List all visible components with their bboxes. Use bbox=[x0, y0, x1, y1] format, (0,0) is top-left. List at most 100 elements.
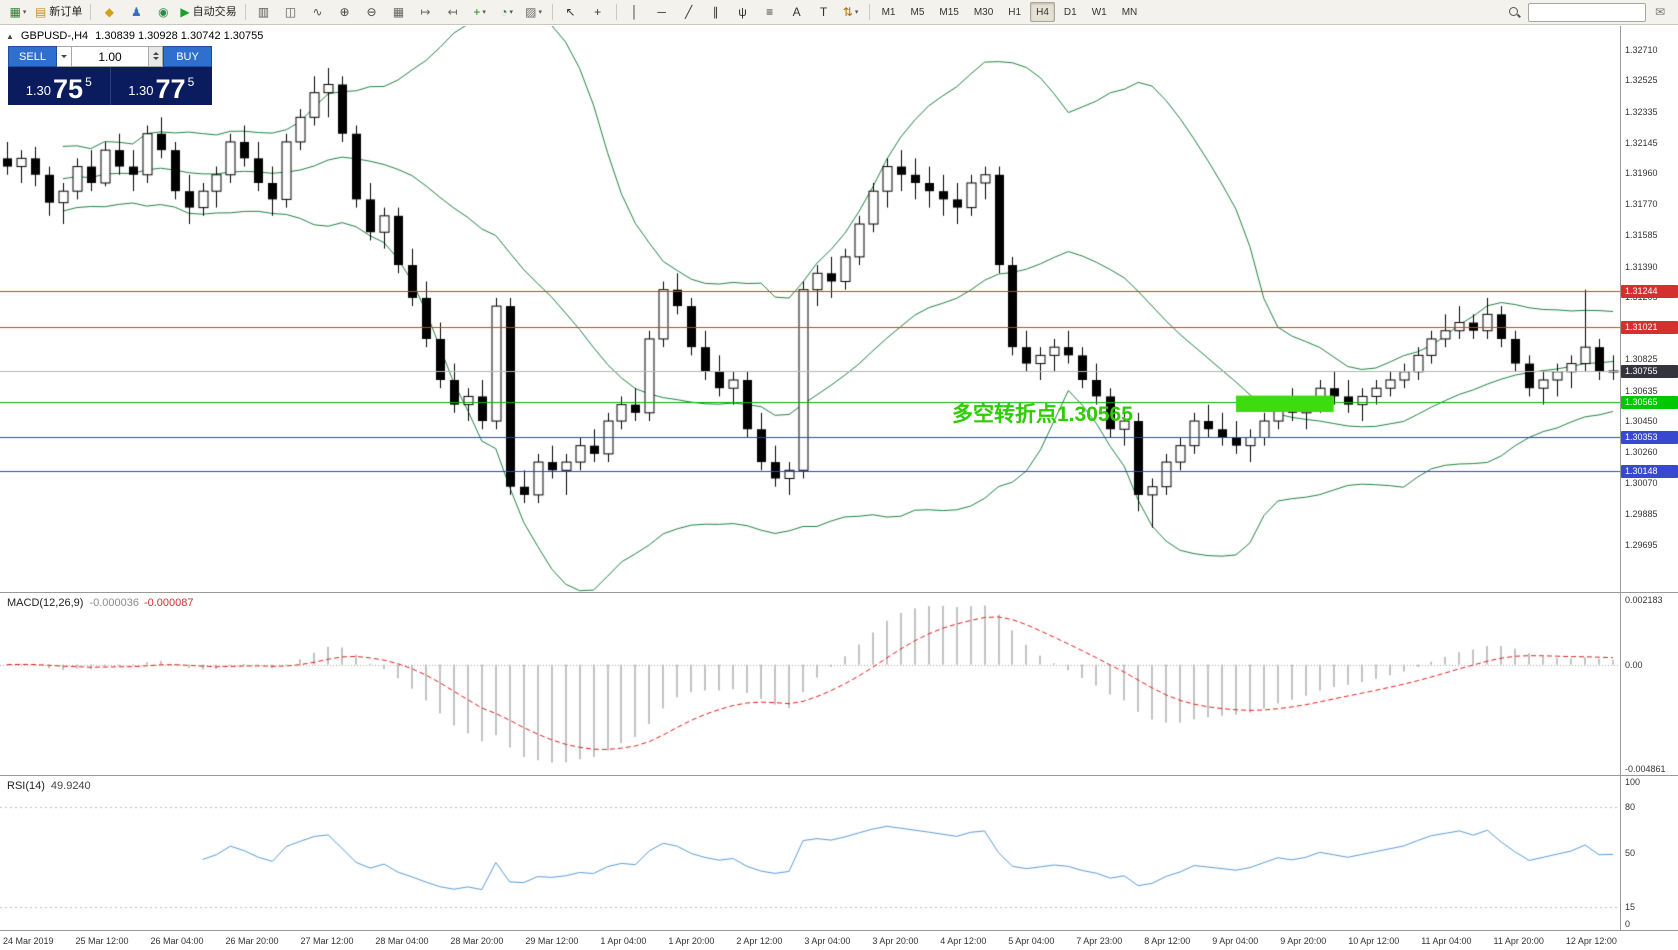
panel-separator[interactable] bbox=[0, 775, 1678, 776]
new-order-icon: ▤ bbox=[35, 5, 47, 19]
timeframe-d1[interactable]: D1 bbox=[1063, 6, 1077, 18]
chevron-down-icon: ▾ bbox=[854, 8, 859, 16]
timeframe-m5[interactable]: M5 bbox=[910, 6, 925, 18]
text-button[interactable]: A bbox=[784, 2, 810, 22]
panel-separator[interactable] bbox=[0, 592, 1678, 593]
text-label-icon: T bbox=[819, 5, 828, 19]
price-axis[interactable]: 1.32710 1.32525 1.32335 1.32145 1.31960 1.317… bbox=[1621, 26, 1678, 930]
line-chart-type-button[interactable]: ∿ bbox=[305, 2, 331, 22]
search-button[interactable] bbox=[1501, 2, 1527, 22]
buy-price-display[interactable]: 1.30 77 5 bbox=[109, 67, 213, 105]
lot-dropdown-arrow[interactable] bbox=[57, 46, 72, 67]
horizontal-line-icon: ─ bbox=[657, 5, 666, 19]
time-axis-label: 29 Mar 12:00 bbox=[525, 935, 579, 946]
timeframe-h1[interactable]: H1 bbox=[1008, 6, 1022, 18]
price-axis-tick: 1.30450 bbox=[1625, 416, 1658, 427]
periods-icon: ◔ bbox=[500, 5, 508, 19]
auto-scroll-button[interactable]: ↦ bbox=[413, 2, 439, 22]
time-axis-label: 9 Apr 04:00 bbox=[1212, 935, 1259, 946]
timeframe-h4[interactable]: H4 bbox=[1030, 2, 1055, 22]
timeframe-w1[interactable]: W1 bbox=[1091, 6, 1107, 18]
new-order-button[interactable]: ▤ 新订单 bbox=[32, 2, 85, 22]
templates-button[interactable]: ▨ ▾ bbox=[521, 2, 547, 22]
channel-button[interactable]: ∥ bbox=[703, 2, 729, 22]
messages-button[interactable]: ✉ bbox=[1647, 2, 1673, 22]
pitchfork-icon: ψ bbox=[738, 5, 747, 19]
timeframe-m30[interactable]: M30 bbox=[973, 6, 994, 18]
time-axis-label: 25 Mar 12:00 bbox=[75, 935, 129, 946]
search-input[interactable] bbox=[1528, 2, 1646, 22]
timeframe-m15[interactable]: M15 bbox=[939, 6, 959, 18]
cursor-button[interactable]: ↖ bbox=[558, 2, 584, 22]
algo-trading-button[interactable]: ▶ 自动交易 bbox=[177, 2, 239, 22]
time-axis-label: 1 Apr 20:00 bbox=[668, 935, 715, 946]
macd-indicator-canvas[interactable] bbox=[0, 593, 1620, 775]
indicators-button[interactable]: + ▾ bbox=[467, 2, 493, 22]
time-axis-label: 2 Apr 12:00 bbox=[736, 935, 783, 946]
arrows-button[interactable]: ⇅ ▾ bbox=[838, 2, 864, 22]
bar-chart-type-button[interactable]: ▥ bbox=[251, 2, 277, 22]
zoom-out-button[interactable]: ⊖ bbox=[359, 2, 385, 22]
chevron-down-icon: ▾ bbox=[482, 8, 486, 16]
crosshair-button[interactable]: + bbox=[585, 2, 611, 22]
timeframe-mn[interactable]: MN bbox=[1121, 6, 1138, 18]
price-axis-divider bbox=[1620, 26, 1621, 930]
candlestick-chart-type-button[interactable]: ◫ bbox=[278, 2, 304, 22]
indicators-icon: + bbox=[473, 5, 481, 19]
timeframe-m1[interactable]: M1 bbox=[881, 6, 896, 18]
macd-axis-label: 0.00 bbox=[1625, 659, 1643, 670]
sell-button[interactable]: SELL bbox=[8, 46, 57, 67]
time-axis[interactable]: 24 Mar 2019 25 Mar 12:00 26 Mar 04:00 26 Ma… bbox=[0, 931, 1620, 950]
market-watch-button[interactable]: ◆ bbox=[96, 2, 122, 22]
chart-ohlc-values: 1.30839 1.30928 1.30742 1.30755 bbox=[95, 30, 264, 42]
vertical-line-button[interactable]: │ bbox=[622, 2, 648, 22]
sell-price-pips: 75 bbox=[53, 74, 84, 105]
buy-price-big-figure: 1.30 bbox=[128, 83, 154, 98]
price-level-tag: 1.30148 bbox=[1621, 464, 1678, 478]
text-label-button[interactable]: T bbox=[811, 2, 837, 22]
chart-symbol-period: GBPUSD-,H4 bbox=[20, 30, 89, 42]
accounts-icon: ♟ bbox=[130, 5, 142, 19]
lot-size-input[interactable] bbox=[72, 46, 149, 67]
macd-indicator-label: MACD(12,26,9) -0.000036 -0.000087 bbox=[7, 597, 194, 609]
main-chart-canvas[interactable] bbox=[0, 26, 1620, 592]
price-level-tag: 1.30565 bbox=[1621, 396, 1678, 410]
price-axis-tick: 1.30825 bbox=[1625, 354, 1658, 365]
line-chart-type-icon: ∿ bbox=[312, 5, 323, 19]
toolbar-separator bbox=[551, 4, 553, 20]
price-level-tag: 1.30755 bbox=[1621, 364, 1678, 378]
pitchfork-button[interactable]: ψ bbox=[730, 2, 756, 22]
community-button[interactable]: ◉ bbox=[150, 2, 176, 22]
tile-windows-button[interactable]: ▦ bbox=[386, 2, 412, 22]
price-level-tag: 1.31021 bbox=[1621, 321, 1678, 335]
chevron-down-icon: ▾ bbox=[22, 8, 27, 16]
lot-stepper[interactable] bbox=[149, 46, 163, 67]
cursor-icon: ↖ bbox=[565, 5, 576, 19]
horizontal-line-button[interactable]: ─ bbox=[649, 2, 675, 22]
community-icon: ◉ bbox=[158, 5, 169, 19]
trendline-button[interactable]: ╱ bbox=[676, 2, 702, 22]
one-click-collapse-arrow[interactable]: ▲ bbox=[6, 31, 14, 41]
macd-name: MACD(12,26,9) bbox=[7, 597, 84, 609]
time-axis-label: 24 Mar 2019 bbox=[3, 935, 54, 946]
macd-main-value: -0.000036 bbox=[89, 597, 139, 609]
algo-trading-icon: ▶ bbox=[180, 5, 190, 19]
new-chart-button[interactable]: ▦ ▾ bbox=[5, 2, 31, 22]
sell-price-display[interactable]: 1.30 75 5 bbox=[8, 67, 110, 105]
accounts-button[interactable]: ♟ bbox=[123, 2, 149, 22]
algo-trading-button-label: 自动交易 bbox=[192, 5, 237, 18]
channel-icon: ∥ bbox=[712, 5, 719, 19]
one-click-trading-panel: SELL BUY 1.30 75 5 1.30 77 5 bbox=[8, 46, 212, 105]
time-axis-label: 12 Apr 12:00 bbox=[1565, 935, 1617, 946]
chart-shift-button[interactable]: ↤ bbox=[440, 2, 466, 22]
chart-annotation-text: 多空转折点1.30565 bbox=[952, 403, 1133, 426]
toolbar-separator bbox=[244, 4, 246, 20]
periods-button[interactable]: ◔ ▾ bbox=[494, 2, 520, 22]
price-axis-tick: 1.30260 bbox=[1625, 447, 1658, 458]
fibonacci-button[interactable]: ≡ bbox=[757, 2, 783, 22]
zoom-in-button[interactable]: ⊕ bbox=[332, 2, 358, 22]
rsi-indicator-canvas[interactable] bbox=[0, 776, 1620, 930]
buy-button[interactable]: BUY bbox=[163, 46, 212, 67]
rsi-axis-label: 15 bbox=[1625, 901, 1636, 912]
